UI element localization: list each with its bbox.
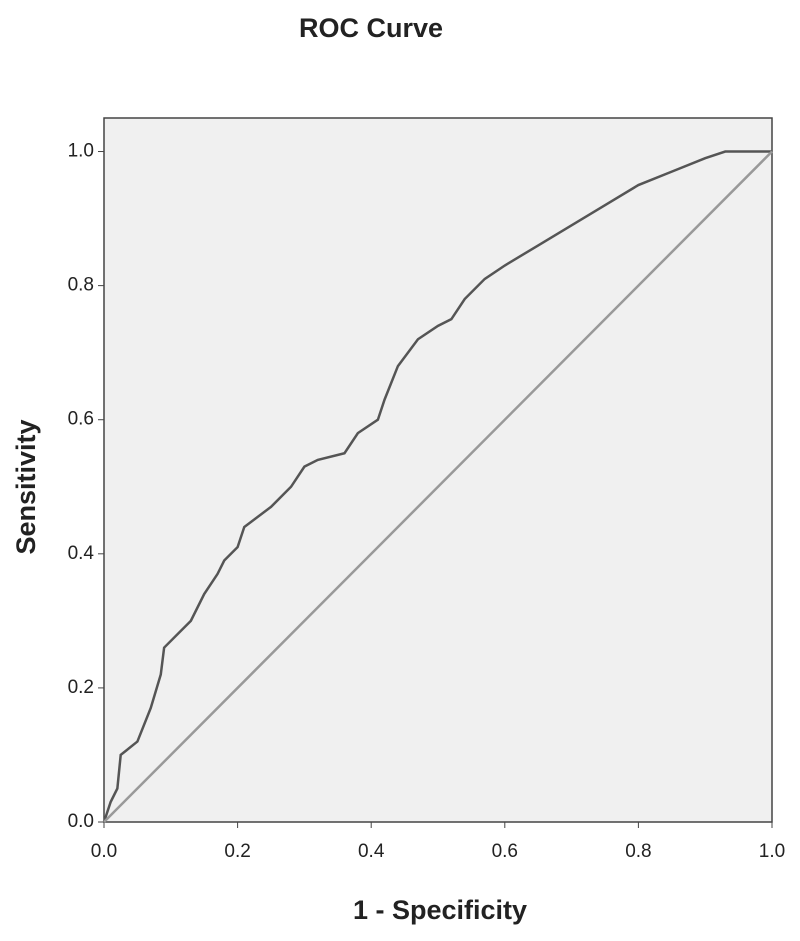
x-tick-label: 0.6 [492, 841, 518, 862]
x-axis-label: 1 - Specificity [353, 895, 527, 925]
y-axis-label: Sensitivity [11, 419, 41, 554]
x-tick-label: 0.4 [358, 841, 385, 862]
x-tick-label: 0.0 [91, 841, 117, 862]
y-tick-label: 1.0 [68, 141, 94, 162]
y-tick-label: 0.6 [68, 409, 94, 430]
x-tick-label: 1.0 [759, 841, 785, 862]
x-tick-label: 0.2 [224, 841, 250, 862]
y-tick-label: 0.2 [68, 677, 94, 698]
series-line [103, 150, 773, 823]
y-tick-label: 0.0 [68, 811, 94, 832]
x-tick-label: 0.8 [625, 841, 651, 862]
plot-area [103, 117, 773, 823]
chart-title: ROC Curve [299, 13, 443, 43]
y-tick-label: 0.8 [68, 275, 94, 296]
series-line [102, 150, 772, 823]
y-tick-label: 0.4 [68, 543, 95, 564]
